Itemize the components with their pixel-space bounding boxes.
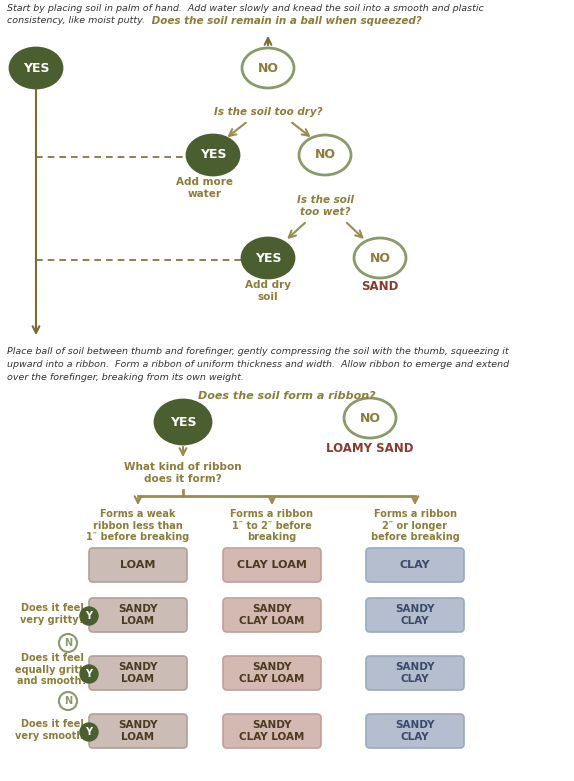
Ellipse shape — [155, 400, 211, 444]
Ellipse shape — [344, 398, 396, 438]
Text: Does the soil form a ribbon?: Does the soil form a ribbon? — [198, 391, 376, 401]
Ellipse shape — [10, 48, 62, 88]
Text: SANDY
CLAY LOAM: SANDY CLAY LOAM — [239, 604, 305, 626]
Text: N: N — [64, 696, 72, 706]
Text: consistency, like moist putty.: consistency, like moist putty. — [7, 16, 145, 25]
Text: YES: YES — [170, 415, 196, 429]
Ellipse shape — [187, 135, 239, 175]
Text: NO: NO — [315, 148, 335, 162]
Text: SAND: SAND — [361, 280, 399, 293]
Text: NO: NO — [370, 251, 390, 265]
Text: Forms a ribbon
2″ or longer
before breaking: Forms a ribbon 2″ or longer before break… — [371, 509, 459, 542]
Text: Start by placing soil in palm of hand.  Add water slowly and knead the soil into: Start by placing soil in palm of hand. A… — [7, 4, 484, 13]
Ellipse shape — [242, 238, 294, 278]
Circle shape — [59, 634, 77, 652]
Text: NO: NO — [359, 412, 381, 425]
Text: Add dry
soil: Add dry soil — [245, 280, 291, 301]
Text: Does it feel
very gritty?: Does it feel very gritty? — [20, 603, 84, 625]
Text: upward into a ribbon.  Form a ribbon of uniform thickness and width.  Allow ribb: upward into a ribbon. Form a ribbon of u… — [7, 360, 509, 369]
Text: Does it feel
very smooth?: Does it feel very smooth? — [15, 719, 89, 740]
Text: N: N — [64, 638, 72, 648]
Ellipse shape — [242, 48, 294, 88]
Text: Is the soil too dry?: Is the soil too dry? — [214, 107, 323, 117]
Text: Place ball of soil between thumb and forefinger, gently compressing the soil wit: Place ball of soil between thumb and for… — [7, 347, 509, 356]
Circle shape — [80, 607, 98, 625]
Text: SANDY
LOAM: SANDY LOAM — [118, 662, 158, 684]
FancyBboxPatch shape — [89, 598, 187, 632]
FancyBboxPatch shape — [223, 548, 321, 582]
Text: LOAM: LOAM — [121, 560, 156, 570]
Text: Does it feel
equally gritty
and smooth?: Does it feel equally gritty and smooth? — [14, 653, 90, 686]
Text: What kind of ribbon
does it form?: What kind of ribbon does it form? — [124, 462, 242, 483]
FancyBboxPatch shape — [366, 714, 464, 748]
Text: NO: NO — [258, 62, 278, 74]
Text: Forms a ribbon
1″ to 2″ before
breaking: Forms a ribbon 1″ to 2″ before breaking — [231, 509, 313, 542]
Circle shape — [80, 665, 98, 683]
Circle shape — [59, 692, 77, 710]
Text: Does the soil remain in a ball when squeezed?: Does the soil remain in a ball when sque… — [148, 16, 422, 26]
Circle shape — [80, 723, 98, 741]
Text: Forms a weak
ribbon less than
1″ before breaking: Forms a weak ribbon less than 1″ before … — [86, 509, 189, 542]
FancyBboxPatch shape — [89, 656, 187, 690]
FancyBboxPatch shape — [366, 548, 464, 582]
Text: LOAMY SAND: LOAMY SAND — [326, 442, 414, 455]
Text: YES: YES — [23, 62, 49, 74]
FancyBboxPatch shape — [366, 598, 464, 632]
FancyBboxPatch shape — [89, 548, 187, 582]
Text: YES: YES — [255, 251, 281, 265]
FancyBboxPatch shape — [223, 656, 321, 690]
Text: SANDY
CLAY LOAM: SANDY CLAY LOAM — [239, 720, 305, 742]
Text: over the forefinger, breaking from its own weight.: over the forefinger, breaking from its o… — [7, 373, 244, 382]
Text: Y: Y — [86, 669, 92, 679]
Text: SANDY
LOAM: SANDY LOAM — [118, 720, 158, 742]
Text: SANDY
LOAM: SANDY LOAM — [118, 604, 158, 626]
Text: Y: Y — [86, 727, 92, 737]
FancyBboxPatch shape — [89, 714, 187, 748]
Ellipse shape — [354, 238, 406, 278]
Ellipse shape — [299, 135, 351, 175]
FancyBboxPatch shape — [223, 598, 321, 632]
Text: Add more
water: Add more water — [176, 177, 234, 198]
Text: CLAY: CLAY — [400, 560, 430, 570]
Text: SANDY
CLAY LOAM: SANDY CLAY LOAM — [239, 662, 305, 684]
Text: CLAY LOAM: CLAY LOAM — [237, 560, 307, 570]
FancyBboxPatch shape — [223, 714, 321, 748]
Text: SANDY
CLAY: SANDY CLAY — [395, 662, 435, 684]
FancyBboxPatch shape — [366, 656, 464, 690]
Text: SANDY
CLAY: SANDY CLAY — [395, 604, 435, 626]
Text: SANDY
CLAY: SANDY CLAY — [395, 720, 435, 742]
Text: YES: YES — [200, 148, 226, 162]
Text: Is the soil
too wet?: Is the soil too wet? — [297, 195, 354, 216]
Text: Y: Y — [86, 611, 92, 621]
